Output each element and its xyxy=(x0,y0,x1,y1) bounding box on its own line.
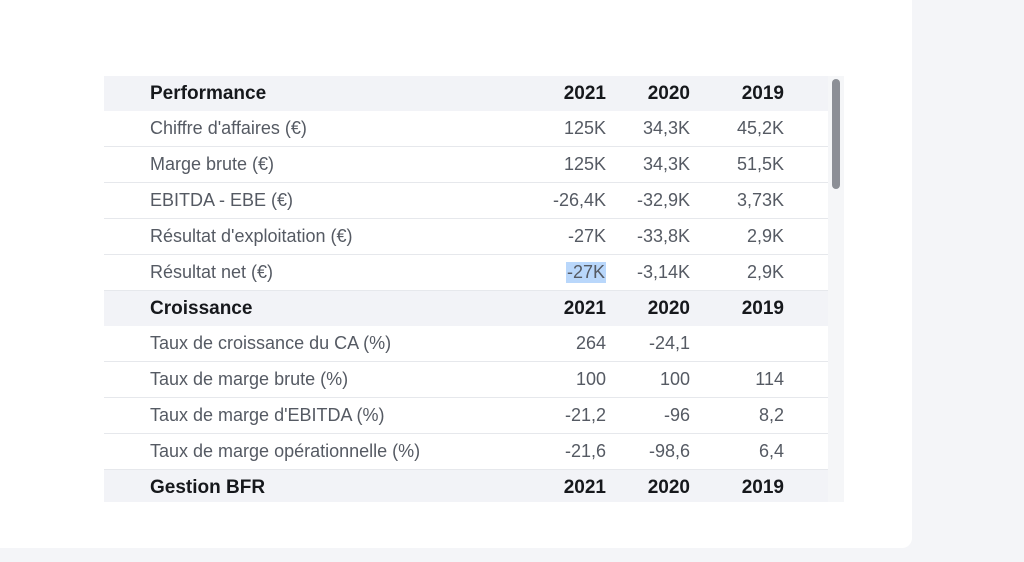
value-2020: 100 xyxy=(659,369,690,389)
value-2019: 51,5K xyxy=(736,154,784,174)
value-2020: -24,1 xyxy=(648,333,690,353)
row-label: Résultat net (€) xyxy=(150,262,274,282)
year-header-2019: 2019 xyxy=(741,476,784,498)
table-row: Taux de croissance du CA (%) 264 -24,1 xyxy=(104,326,828,362)
value-2019: 2,9K xyxy=(746,262,784,282)
section-title: Croissance xyxy=(150,297,253,319)
row-label: EBITDA - EBE (€) xyxy=(150,190,294,210)
scrollbar-thumb[interactable] xyxy=(832,79,840,189)
year-header-2020: 2020 xyxy=(647,476,690,498)
year-header-2019: 2019 xyxy=(741,82,784,104)
value-2020: -3,14K xyxy=(636,262,690,282)
year-header-2019: 2019 xyxy=(741,297,784,319)
financial-table: Performance 2021 2020 2019 Chiffre d'aff… xyxy=(104,76,828,502)
financial-table-scroll-area[interactable]: Performance 2021 2020 2019 Chiffre d'aff… xyxy=(104,76,844,502)
year-header-2021: 2021 xyxy=(563,297,606,319)
content-card: Performance 2021 2020 2019 Chiffre d'aff… xyxy=(0,0,912,548)
row-label: Taux de croissance du CA (%) xyxy=(150,333,392,353)
row-label: Chiffre d'affaires (€) xyxy=(150,118,307,138)
value-2020: 34,3K xyxy=(642,118,690,138)
value-2021-selected[interactable]: -27K xyxy=(565,255,606,290)
value-2019: 8,2 xyxy=(758,405,784,425)
table-row: EBITDA - EBE (€) -26,4K -32,9K 3,73K xyxy=(104,183,828,219)
section-header-performance: Performance 2021 2020 2019 xyxy=(104,76,828,111)
section-title: Gestion BFR xyxy=(150,476,266,498)
row-label: Taux de marge d'EBITDA (%) xyxy=(150,405,385,425)
value-2019: 45,2K xyxy=(736,118,784,138)
value-2020: -32,9K xyxy=(636,190,690,210)
year-header-2020: 2020 xyxy=(647,297,690,319)
section-header-gestion-bfr: Gestion BFR 2021 2020 2019 xyxy=(104,470,828,502)
value-2020: -98,6 xyxy=(648,441,690,461)
value-2019: 3,73K xyxy=(736,190,784,210)
text-selection[interactable]: -27K xyxy=(565,262,606,283)
row-label: Taux de marge brute (%) xyxy=(150,369,349,389)
value-2021: -21,2 xyxy=(564,405,606,425)
table-row: Résultat d'exploitation (€) -27K -33,8K … xyxy=(104,219,828,255)
table-row: Taux de marge opérationnelle (%) -21,6 -… xyxy=(104,434,828,470)
year-header-2021: 2021 xyxy=(563,476,606,498)
table-row: Chiffre d'affaires (€) 125K 34,3K 45,2K xyxy=(104,111,828,147)
value-2021: -26,4K xyxy=(552,190,606,210)
year-header-2021: 2021 xyxy=(563,82,606,104)
section-header-croissance: Croissance 2021 2020 2019 xyxy=(104,291,828,326)
table-row: Taux de marge d'EBITDA (%) -21,2 -96 8,2 xyxy=(104,398,828,434)
row-label: Marge brute (€) xyxy=(150,154,275,174)
value-2021: -27K xyxy=(567,226,606,246)
value-2021: -21,6 xyxy=(564,441,606,461)
value-2020: 34,3K xyxy=(642,154,690,174)
value-2020: -33,8K xyxy=(636,226,690,246)
table-row: Marge brute (€) 125K 34,3K 51,5K xyxy=(104,147,828,183)
table-row: Résultat net (€) -27K -3,14K 2,9K xyxy=(104,255,828,291)
table-row: Taux de marge brute (%) 100 100 114 xyxy=(104,362,828,398)
value-2020: -96 xyxy=(663,405,690,425)
value-2021: 125K xyxy=(563,118,606,138)
row-label: Résultat d'exploitation (€) xyxy=(150,226,353,246)
year-header-2020: 2020 xyxy=(647,82,690,104)
section-title: Performance xyxy=(150,82,267,104)
value-2019: 114 xyxy=(755,369,784,389)
value-2021: 264 xyxy=(575,333,606,353)
vertical-scrollbar[interactable] xyxy=(828,76,844,502)
value-2019: 2,9K xyxy=(746,226,784,246)
value-2021: 100 xyxy=(575,369,606,389)
row-label: Taux de marge opérationnelle (%) xyxy=(150,441,421,461)
value-2021: 125K xyxy=(563,154,606,174)
value-2019: 6,4 xyxy=(758,441,784,461)
